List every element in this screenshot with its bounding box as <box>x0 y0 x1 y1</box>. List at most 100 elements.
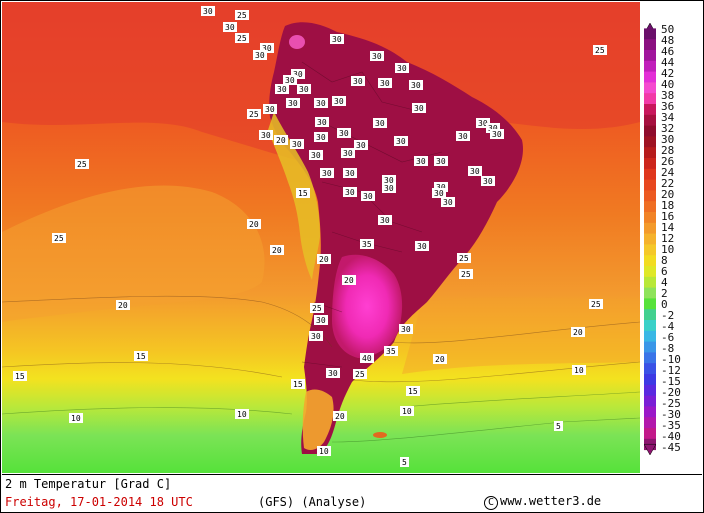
scale-tick-label: 4 <box>661 276 668 289</box>
temperature-label: 30 <box>434 156 448 166</box>
temperature-label: 30 <box>409 80 423 90</box>
temperature-label-text: 10 <box>237 410 247 419</box>
color-bar-segment <box>644 298 656 310</box>
temperature-label: 30 <box>337 128 351 138</box>
temperature-label-text: 40 <box>362 354 372 363</box>
temperature-label-text: 25 <box>591 300 601 309</box>
scale-tick-label: -35 <box>661 419 681 432</box>
color-bar-segment <box>644 395 656 407</box>
temperature-label: 30 <box>253 50 267 60</box>
temperature-label-text: 5 <box>402 458 407 467</box>
temperature-label-text: 25 <box>249 110 259 119</box>
color-bar-segment <box>644 233 656 245</box>
color-bar-segment <box>644 158 656 170</box>
temperature-label: 30 <box>378 215 392 225</box>
map-date: Freitag, 17-01-2014 18 UTC <box>5 495 193 509</box>
scale-tick-label: 30 <box>661 133 675 146</box>
temperature-label-text: 20 <box>276 136 286 145</box>
temperature-label-text: 30 <box>311 151 321 160</box>
scale-tick-label: 50 <box>661 23 675 36</box>
color-bar-segment <box>644 50 656 62</box>
temperature-label-text: 30 <box>345 188 355 197</box>
temperature-label-text: 30 <box>328 369 338 378</box>
temperature-label-text: 30 <box>261 131 271 140</box>
scale-tick-label: 34 <box>661 111 675 124</box>
scale-tick-label: 38 <box>661 89 675 102</box>
color-bar-segment <box>644 71 656 83</box>
temperature-label-text: 25 <box>595 46 605 55</box>
pacific-cool-tongue <box>2 185 265 322</box>
temperature-label: 10 <box>400 406 414 416</box>
temperature-label-text: 20 <box>335 412 345 421</box>
temperature-label-text: 25 <box>237 11 247 20</box>
temperature-label: 20 <box>116 300 130 310</box>
temperature-label-text: 30 <box>225 23 235 32</box>
temperature-label: 30 <box>275 84 289 94</box>
patagonia <box>302 389 334 450</box>
temperature-label: 30 <box>432 188 446 198</box>
color-bar-segment <box>644 28 656 40</box>
scale-tick-label: 6 <box>661 265 668 278</box>
scale-tick-label: 24 <box>661 166 675 179</box>
temperature-label: 30 <box>490 129 504 139</box>
temperature-label: 15 <box>13 371 27 381</box>
scale-tick-label: 46 <box>661 45 675 58</box>
temperature-label: 30 <box>399 324 413 334</box>
temperature-label-text: 30 <box>416 157 426 166</box>
temperature-label-text: 20 <box>319 255 329 264</box>
temperature-label: 30 <box>351 76 365 86</box>
temperature-label: 15 <box>406 386 420 396</box>
color-scale-ticks: 50 48 46 44 42 40 38 36 34 32 30 28 26 24 22 20 18 16 14 12… <box>661 24 701 459</box>
scale-tick-label: 2 <box>661 287 668 300</box>
temperature-label-text: 35 <box>386 347 396 356</box>
color-bar-segment <box>644 39 656 51</box>
temperature-label-text: 30 <box>292 140 302 149</box>
scale-tick-label: -30 <box>661 408 681 421</box>
temperature-label: 15 <box>291 379 305 389</box>
temperature-label-text: 25 <box>237 34 247 43</box>
temperature-label: 10 <box>235 409 249 419</box>
temperature-label-text: 30 <box>334 97 344 106</box>
temperature-label: 30 <box>320 168 334 178</box>
scale-tick-label: 28 <box>661 144 675 157</box>
temperature-label-text: 25 <box>312 304 322 313</box>
temperature-label-text: 30 <box>417 242 427 251</box>
temperature-label-text: 15 <box>15 372 25 381</box>
scale-tick-label: -15 <box>661 375 681 388</box>
scale-tick-label: 36 <box>661 100 675 113</box>
temperature-label: 20 <box>333 411 347 421</box>
temperature-label: 30 <box>309 150 323 160</box>
temperature-label-text: 30 <box>411 81 421 90</box>
temperature-label: 30 <box>370 51 384 61</box>
temperature-label: 25 <box>593 45 607 55</box>
temperature-label-text: 20 <box>344 276 354 285</box>
temperature-label-text: 20 <box>573 328 583 337</box>
temperature-label-text: 30 <box>488 124 498 133</box>
temperature-label: 30 <box>441 197 455 207</box>
temperature-label: 30 <box>373 118 387 128</box>
map-model: (GFS) (Analyse) <box>258 495 367 509</box>
temperature-label-text: 20 <box>272 246 282 255</box>
temperature-label-text: 30 <box>470 167 480 176</box>
color-bar-segment <box>644 384 656 397</box>
temperature-label-text: 30 <box>380 216 390 225</box>
temperature-label: 30 <box>330 34 344 44</box>
color-bar-segment <box>644 266 656 278</box>
temperature-label-text: 30 <box>332 35 342 44</box>
scale-tick-label: 14 <box>661 221 675 234</box>
temperature-label-text: 30 <box>255 51 265 60</box>
temperature-label: 5 <box>400 457 409 467</box>
isotherm-15 <box>2 361 640 383</box>
temperature-label-text: 30 <box>396 137 406 146</box>
temperature-label-text: 30 <box>458 132 468 141</box>
scale-tick-label: -2 <box>661 309 675 322</box>
color-scale-bar <box>643 22 657 456</box>
temperature-label: 35 <box>384 346 398 356</box>
temperature-label: 20 <box>270 245 284 255</box>
map-title: 2 m Temperatur [Grad C] <box>5 477 172 491</box>
temperature-label: 30 <box>456 131 470 141</box>
temperature-label-text: 30 <box>293 70 303 79</box>
color-bar-segment <box>644 212 656 224</box>
